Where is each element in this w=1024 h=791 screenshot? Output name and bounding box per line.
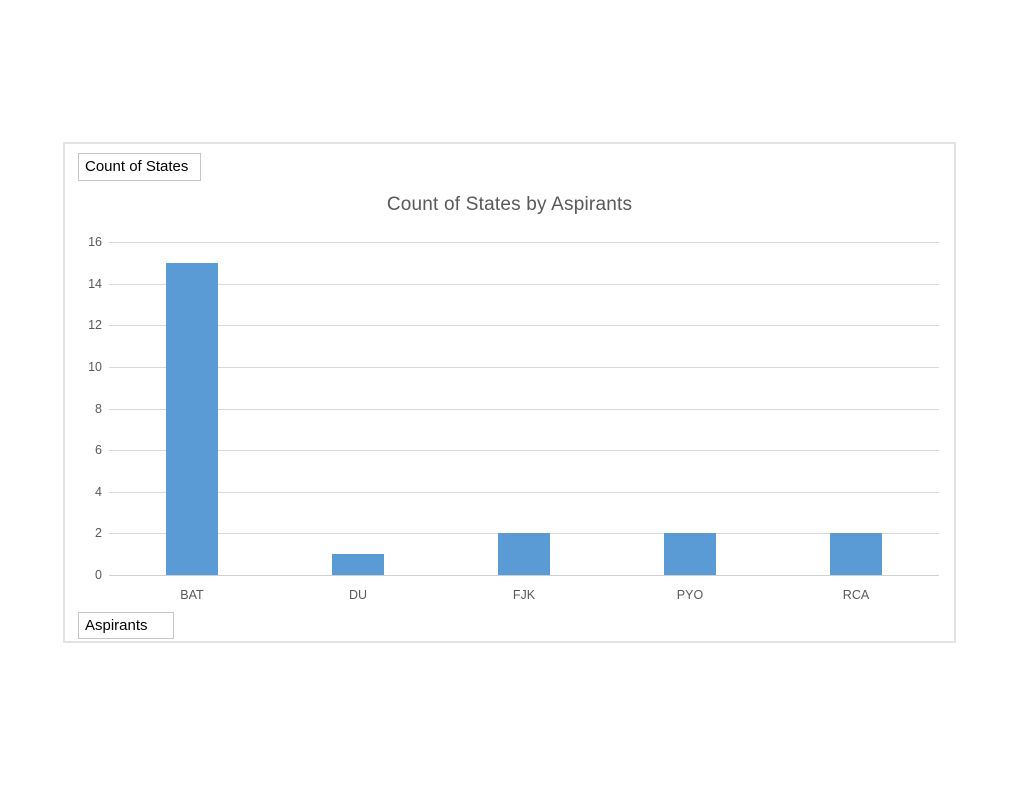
axis-field-button[interactable]: Aspirants — [78, 612, 174, 639]
chart-title: Count of States by Aspirants — [386, 194, 633, 215]
value-field-button[interactable]: Count of States — [78, 153, 201, 181]
y-tick-label: 10 — [88, 360, 102, 374]
category-label: BAT — [180, 588, 204, 602]
y-tick-label: 16 — [88, 235, 102, 249]
y-tick-label: 14 — [88, 277, 102, 291]
category-label: PYO — [676, 588, 704, 602]
y-tick-label: 4 — [95, 485, 102, 499]
gridline — [109, 409, 939, 410]
y-tick-label: 2 — [95, 526, 102, 540]
gridline — [109, 367, 939, 368]
bar-bat[interactable] — [166, 263, 218, 575]
gridline — [109, 450, 939, 451]
bar-rca[interactable] — [830, 533, 882, 575]
bar-pyo[interactable] — [664, 533, 716, 575]
y-tick-label: 8 — [95, 402, 102, 416]
gridline — [109, 325, 939, 326]
x-axis-line — [109, 575, 939, 576]
gridline — [109, 284, 939, 285]
bar-du[interactable] — [332, 554, 384, 575]
plot-area: 0 2 4 6 8 10 12 14 16 BAT DU FJK PYO RCA — [65, 144, 954, 641]
gridline — [109, 242, 939, 243]
y-tick-label: 12 — [88, 318, 102, 332]
y-tick-label: 0 — [95, 568, 102, 582]
y-tick-label: 6 — [95, 443, 102, 457]
category-label: RCA — [842, 588, 870, 602]
category-label: DU — [348, 588, 368, 602]
pivot-chart: Count of States Count of States by Aspir… — [63, 142, 956, 643]
gridline — [109, 492, 939, 493]
category-label: FJK — [512, 588, 536, 602]
bar-fjk[interactable] — [498, 533, 550, 575]
